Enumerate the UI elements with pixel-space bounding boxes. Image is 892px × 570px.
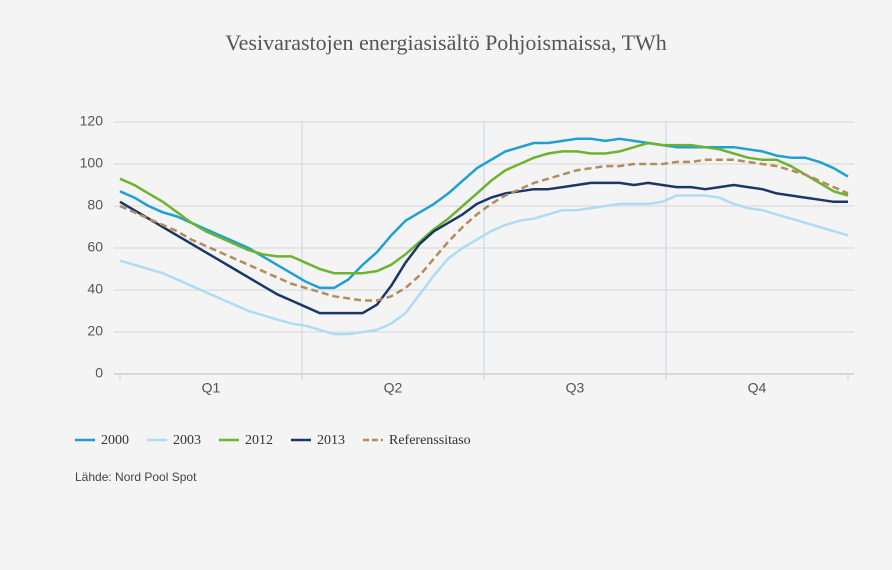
chart-title: Vesivarastojen energiasisältö Pohjoismai…: [225, 30, 667, 55]
y-tick-label: 80: [87, 197, 103, 213]
y-tick-label: 100: [80, 155, 104, 171]
y-tick-label: 40: [87, 281, 103, 297]
legend-label: Referenssitaso: [389, 433, 471, 448]
x-tick-label: Q2: [384, 380, 403, 396]
series-line: [119, 181, 848, 315]
y-tick-label: 60: [87, 239, 103, 255]
legend-label: 2012: [245, 433, 273, 448]
legend-label: 2013: [317, 433, 345, 448]
x-tick-label: Q3: [566, 380, 585, 396]
series-line: [119, 137, 849, 290]
series-line: [119, 194, 849, 336]
series-line: [119, 158, 849, 302]
y-tick-label: 120: [80, 113, 104, 129]
x-tick-label: Q4: [748, 380, 767, 396]
legend-label: 2003: [173, 433, 201, 448]
x-tick-label: Q1: [202, 380, 221, 396]
series-line: [119, 141, 849, 275]
legend-label: 2000: [101, 433, 129, 448]
y-tick-label: 20: [87, 323, 103, 339]
source-note: Lähde: Nord Pool Spot: [75, 470, 197, 484]
y-tick-label: 0: [95, 365, 103, 381]
